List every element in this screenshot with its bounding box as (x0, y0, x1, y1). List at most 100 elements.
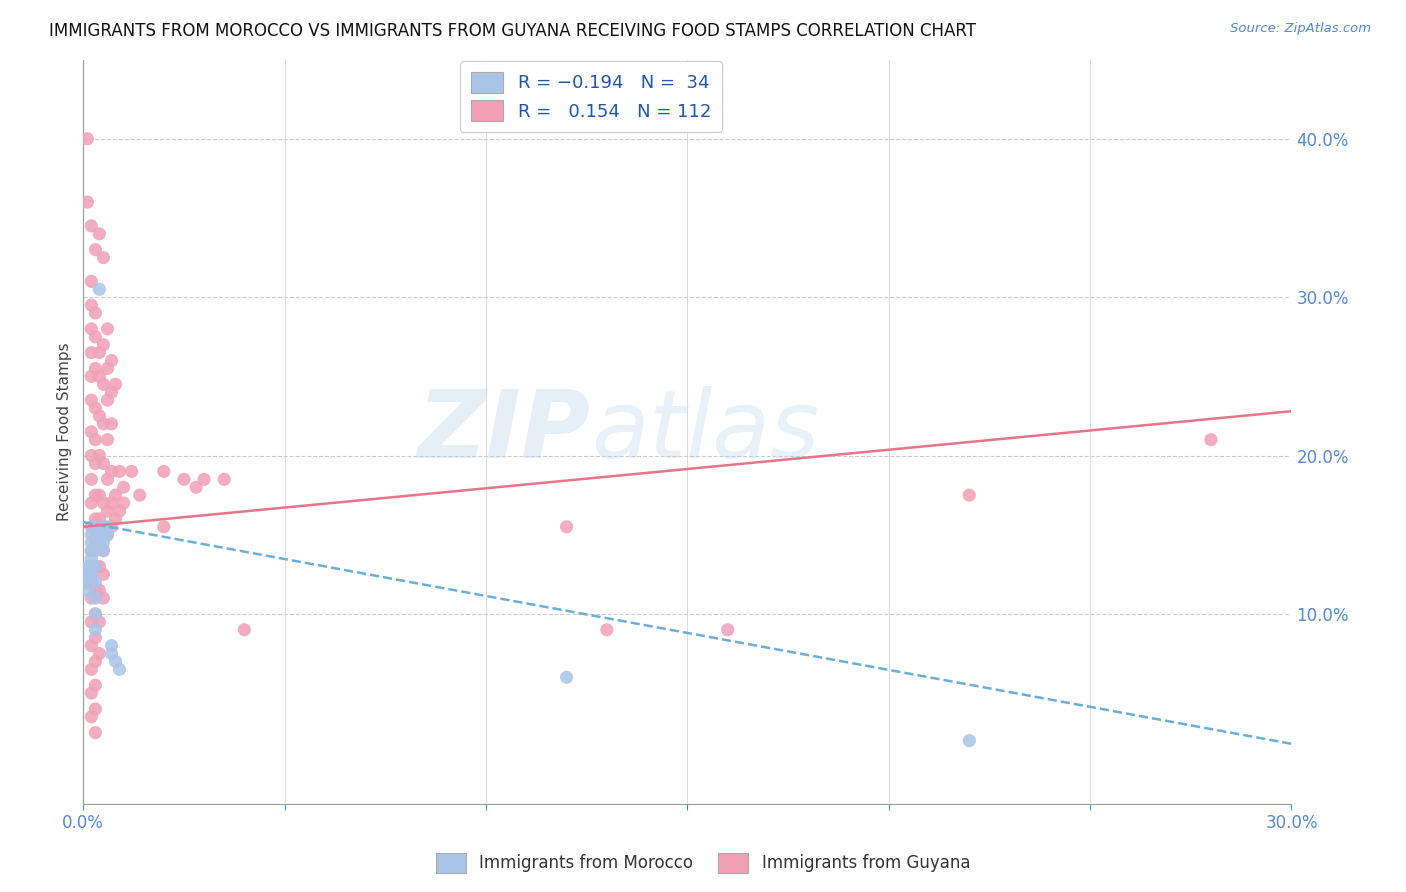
Point (93, 591, 115, 606)
Point (89, 615, 111, 629)
Point (84, 531, 107, 545)
Text: Source: ZipAtlas.com: Source: ZipAtlas.com (1230, 22, 1371, 36)
Point (80, 449, 103, 463)
Point (93, 496, 115, 510)
Point (89, 227, 111, 241)
Point (84, 678, 107, 692)
Point (80, 393, 103, 408)
Point (93, 567, 115, 582)
Point (84, 512, 107, 526)
Point (80, 710, 103, 724)
Point (717, 623, 740, 637)
Point (104, 377, 127, 392)
Point (76, 195, 98, 210)
Point (184, 480, 207, 494)
Point (957, 488, 980, 502)
Text: ZIP: ZIP (418, 386, 591, 478)
Point (89, 535, 111, 549)
Point (96, 393, 118, 408)
Point (80, 472, 103, 486)
Point (80, 551, 103, 566)
Point (89, 535, 111, 549)
Point (84, 607, 107, 621)
Point (89, 488, 111, 502)
Point (80, 219, 103, 233)
Point (80, 559, 103, 574)
Point (100, 417, 122, 431)
Point (80, 496, 103, 510)
Point (84, 725, 107, 739)
Point (76, 575, 98, 590)
Point (84, 631, 107, 645)
Point (84, 457, 107, 471)
Point (212, 472, 235, 486)
Point (100, 647, 122, 661)
Point (112, 496, 135, 510)
Point (93, 377, 115, 392)
Point (76, 567, 98, 582)
Point (89, 583, 111, 598)
Point (89, 282, 111, 296)
Point (104, 655, 127, 669)
Point (84, 702, 107, 716)
Point (153, 520, 176, 534)
Point (108, 464, 131, 478)
Point (93, 527, 115, 541)
Point (100, 520, 122, 534)
Legend: R = −0.194   N =  34, R =   0.154   N = 112: R = −0.194 N = 34, R = 0.154 N = 112 (460, 62, 721, 132)
Point (80, 345, 103, 359)
Point (80, 575, 103, 590)
Point (80, 425, 103, 439)
Point (93, 520, 115, 534)
Point (596, 623, 619, 637)
Point (93, 457, 115, 471)
Point (80, 639, 103, 653)
Point (84, 623, 107, 637)
Legend: Immigrants from Morocco, Immigrants from Guyana: Immigrants from Morocco, Immigrants from… (429, 847, 977, 880)
Point (1199, 433, 1222, 447)
Point (80, 543, 103, 558)
Point (104, 488, 127, 502)
Point (104, 512, 127, 526)
Point (80, 662, 103, 676)
Text: atlas: atlas (591, 386, 818, 477)
Point (84, 330, 107, 344)
Point (84, 559, 107, 574)
Point (93, 543, 115, 558)
Point (84, 401, 107, 415)
Point (93, 337, 115, 351)
Point (80, 567, 103, 582)
Point (76, 132, 98, 146)
Point (84, 559, 107, 574)
Point (89, 559, 111, 574)
Point (100, 639, 122, 653)
Point (84, 361, 107, 376)
Point (84, 243, 107, 257)
Point (153, 464, 176, 478)
Point (84, 583, 107, 598)
Point (96, 361, 118, 376)
Y-axis label: Receiving Food Stamps: Receiving Food Stamps (58, 343, 72, 521)
Point (89, 409, 111, 423)
Point (108, 662, 131, 676)
Point (89, 449, 111, 463)
Point (84, 488, 107, 502)
Point (84, 575, 107, 590)
Point (121, 464, 143, 478)
Point (233, 623, 256, 637)
Point (80, 369, 103, 384)
Point (128, 488, 150, 502)
Point (555, 670, 578, 684)
Point (84, 520, 107, 534)
Point (96, 527, 118, 541)
Point (89, 345, 111, 359)
Point (80, 520, 103, 534)
Point (89, 512, 111, 526)
Point (80, 322, 103, 336)
Point (96, 504, 118, 518)
Point (100, 385, 122, 400)
Point (957, 733, 980, 747)
Point (84, 306, 107, 320)
Point (100, 496, 122, 510)
Point (80, 535, 103, 549)
